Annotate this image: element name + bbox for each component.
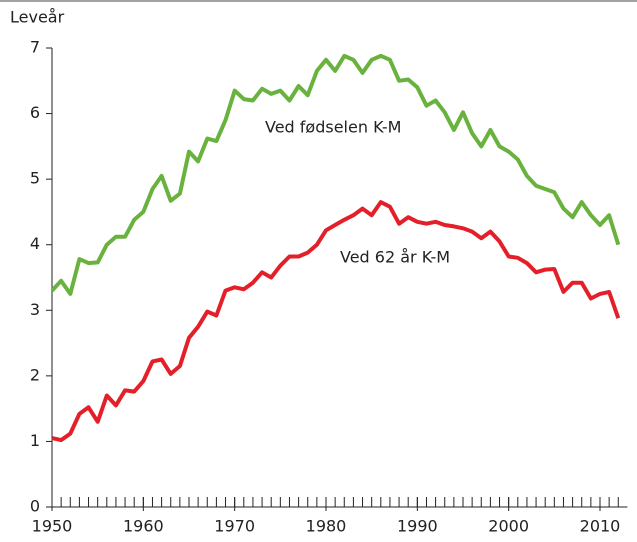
y-tick-label: 2 bbox=[30, 365, 40, 384]
y-tick-label: 4 bbox=[30, 234, 40, 253]
y-tick-label: 7 bbox=[30, 38, 40, 57]
line bbox=[50, 53, 621, 296]
x-tick-label: 1950 bbox=[32, 517, 73, 536]
x-tick-label: 1960 bbox=[123, 517, 164, 536]
y-tick-label: 3 bbox=[30, 300, 40, 319]
x-tick-label: 2010 bbox=[580, 517, 621, 536]
y-tick-label: 1 bbox=[30, 431, 40, 450]
y-tick-label: 0 bbox=[30, 497, 40, 516]
x-tick-label: 1970 bbox=[214, 517, 255, 536]
x-tick-label: 2000 bbox=[488, 517, 529, 536]
series-label: Ved 62 år K-M bbox=[340, 248, 450, 267]
x-tick-label: 1980 bbox=[306, 517, 347, 536]
y-tick-label: 5 bbox=[30, 169, 40, 188]
y-tick-label: 6 bbox=[30, 103, 40, 122]
series-label: Ved fødselen K-M bbox=[265, 118, 401, 137]
line bbox=[51, 200, 621, 443]
x-tick-label: 1990 bbox=[397, 517, 438, 536]
y-axis-label: Leveår bbox=[10, 8, 65, 27]
